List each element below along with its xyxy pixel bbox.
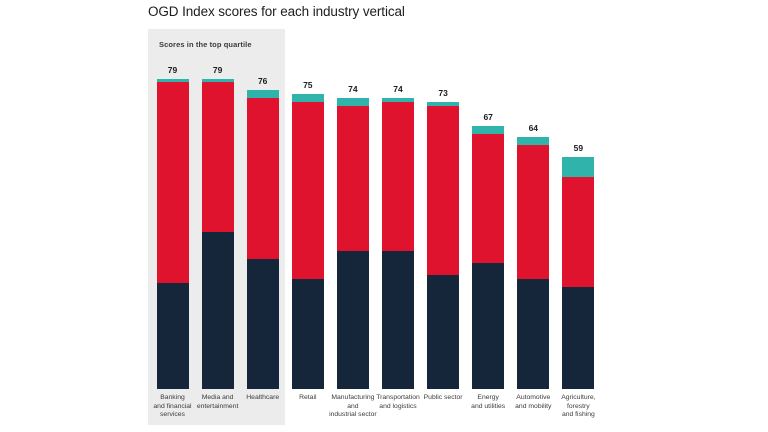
bar-stack [336,98,369,389]
bar-value-label: 67 [483,111,493,122]
red-middle-segment-icon [156,82,189,283]
bar-value-label: 73 [438,88,448,99]
bar-stack [562,157,595,389]
bar-stack [472,125,505,389]
navy-bottom-segment-icon [472,263,505,389]
bar-value-label: 64 [528,123,539,134]
bar-group: 59 Agriculture, forestry and fishing [561,0,595,432]
bar-value-label: 75 [303,80,313,91]
navy-bottom-segment-icon [427,275,460,389]
bar-group: 74 Transportation and logistics [376,0,420,432]
category-label: Agriculture, forestry and fishing [561,394,596,419]
red-middle-segment-icon [382,102,414,252]
category-label: Automotive and mobility [515,394,552,410]
bar-stack [156,78,189,389]
teal-top-segment-icon [562,157,595,177]
red-middle-segment-icon [517,145,550,279]
category-label: Manufacturing and industrial sector [329,394,377,419]
category-label: Energy and utilities [471,394,506,410]
bar-group: 73 Public sector [424,0,463,432]
bar-stack [201,78,234,389]
bar-group: 75 Retail [291,0,324,432]
navy-bottom-segment-icon [291,278,324,389]
red-middle-segment-icon [336,106,369,252]
red-middle-segment-icon [472,133,505,264]
navy-bottom-segment-icon [517,278,550,389]
bar-group: 74 Manufacturing and industrial sector [329,0,377,432]
bar-value-label: 74 [393,84,403,95]
navy-bottom-segment-icon [562,286,595,389]
category-label: Transportation and logistics [376,394,420,410]
teal-top-segment-icon [472,125,505,134]
bar-stack [427,102,460,389]
bar-stack [382,98,414,389]
bar-group: 79 Banking and financial services [153,0,191,432]
category-label: Banking and financial services [153,394,192,419]
teal-top-segment-icon [427,102,460,107]
bar-group: 67 Energy and utilities [471,0,505,432]
red-middle-segment-icon [291,102,324,279]
category-label: Public sector [423,394,463,401]
navy-bottom-segment-icon [156,282,189,389]
teal-top-segment-icon [156,78,189,83]
bar-stack [517,137,550,389]
bar-value-label: 74 [348,84,358,95]
red-middle-segment-icon [201,82,234,232]
chart-title: OGD Index scores for each industry verti… [148,4,405,19]
bar-group: 76 Healthcare [246,0,279,432]
navy-bottom-segment-icon [201,231,234,389]
navy-bottom-segment-icon [246,259,279,389]
red-middle-segment-icon [427,106,460,276]
red-middle-segment-icon [246,98,279,260]
category-label: Media and entertainment [196,394,239,410]
red-middle-segment-icon [562,176,595,287]
navy-bottom-segment-icon [382,251,414,389]
teal-top-segment-icon [382,98,414,103]
top-quartile-label: Scores in the top quartile [159,40,252,49]
bar-stack [291,94,324,389]
teal-top-segment-icon [336,98,369,107]
bar-value-label: 59 [573,143,584,154]
category-label: Healthcare [246,394,280,401]
teal-top-segment-icon [291,94,324,103]
bar-group: 64 Automotive and mobility [515,0,551,432]
bar-value-label: 79 [212,64,223,75]
navy-bottom-segment-icon [336,251,369,389]
teal-top-segment-icon [246,90,279,99]
bar-group: 79 Media and entertainment [197,0,239,432]
bar-value-label: 79 [167,64,178,75]
teal-top-segment-icon [517,137,550,146]
bar-value-label: 76 [257,76,268,87]
bar-stack [246,90,279,389]
category-label: Retail [299,394,317,401]
teal-top-segment-icon [201,78,234,83]
